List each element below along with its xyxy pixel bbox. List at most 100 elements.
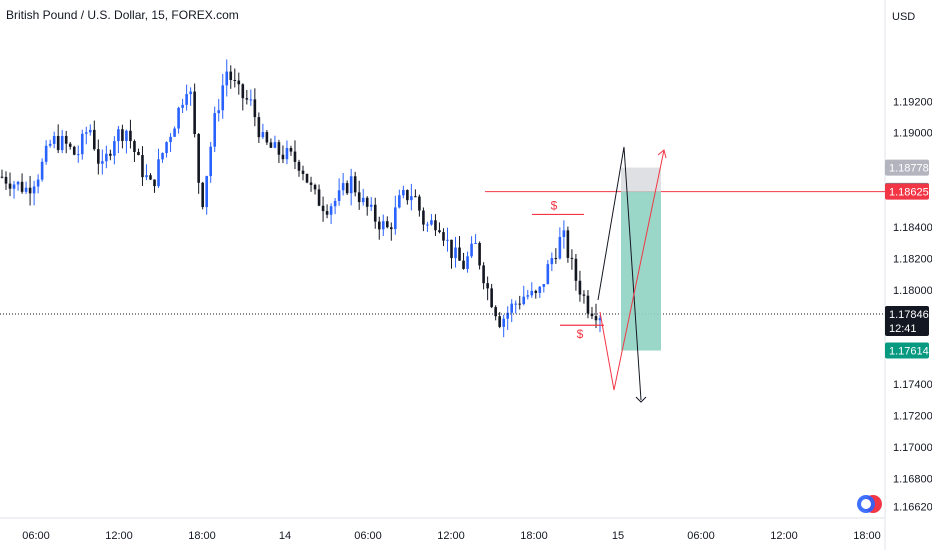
candle-body <box>229 71 233 80</box>
candle-body <box>329 206 333 215</box>
candle-body <box>48 143 52 146</box>
candle-body <box>438 230 441 233</box>
candle-body <box>217 110 221 114</box>
price-tag <box>885 183 929 200</box>
candle-body <box>44 145 48 162</box>
candle-body <box>161 153 164 160</box>
candle-body <box>301 170 305 174</box>
candle-body <box>197 134 200 183</box>
candle-body <box>129 130 132 142</box>
candle-body <box>76 154 80 156</box>
candle-body <box>189 91 192 95</box>
candle-body <box>209 146 212 177</box>
candle-body <box>321 205 325 212</box>
candle-body <box>149 175 152 180</box>
candle-body <box>590 313 594 317</box>
candle-body <box>245 98 249 100</box>
candle-body <box>273 142 277 148</box>
candle-body <box>381 221 385 230</box>
candle-body <box>249 99 253 101</box>
candle-body <box>554 258 558 260</box>
y-tick-label: 1.16620 <box>893 502 932 514</box>
candle-body <box>430 220 433 225</box>
candle-body <box>153 179 156 187</box>
candle-body <box>265 132 269 143</box>
candle-body <box>482 265 485 284</box>
candle-body <box>462 260 465 269</box>
candle-body <box>458 247 461 261</box>
candle-body <box>105 153 108 162</box>
candle-body <box>418 196 421 211</box>
y-tick-label: 1.17000 <box>893 442 932 454</box>
candle-body <box>530 290 534 296</box>
candle-body <box>40 161 44 180</box>
candle-body <box>80 133 84 155</box>
candle-body <box>125 130 128 141</box>
candle-body <box>12 184 16 189</box>
candle-body <box>113 141 116 156</box>
candle-body <box>566 230 570 258</box>
candle-body <box>253 99 257 118</box>
candle-body <box>36 179 40 187</box>
candle-body <box>574 258 578 281</box>
candle-body <box>502 318 505 327</box>
candle-body <box>373 204 377 222</box>
candle-body <box>52 136 56 144</box>
candle-body <box>16 181 20 185</box>
y-tick-label: 1.19200 <box>893 96 932 108</box>
candle-body <box>213 113 217 147</box>
projection-path-red <box>599 149 665 391</box>
candle-body <box>478 243 481 266</box>
candle-body <box>177 107 180 129</box>
candle-body <box>101 161 104 164</box>
liquidity-mark-high: $ <box>551 198 558 212</box>
candle-body <box>594 316 598 321</box>
candle-body <box>446 239 449 241</box>
candle-body <box>349 176 353 194</box>
x-tick-label: 18:00 <box>520 530 548 542</box>
candle-body <box>317 189 321 206</box>
candle-body <box>570 257 574 259</box>
candle-body <box>434 220 437 231</box>
candle-body <box>454 247 457 259</box>
candle-body <box>558 236 562 259</box>
candle-body <box>0 176 4 178</box>
candle-body <box>538 286 542 293</box>
candle-body <box>169 136 172 143</box>
candle-body <box>514 303 518 305</box>
candle-body <box>201 182 204 208</box>
candle-body <box>225 71 229 86</box>
candle-body <box>369 204 373 207</box>
candle-body <box>582 294 586 296</box>
candle-body <box>414 196 417 198</box>
candle-body <box>269 142 273 148</box>
candle-body <box>510 303 514 313</box>
candle-body <box>442 232 445 241</box>
candle-body <box>365 197 369 207</box>
candle-body <box>337 190 341 201</box>
candle-body <box>281 154 285 160</box>
candle-body <box>257 117 261 138</box>
candle-body <box>474 243 477 245</box>
candle-body <box>466 256 469 269</box>
x-tick-label: 18:00 <box>853 530 881 542</box>
flag-icon-center <box>861 499 871 509</box>
x-tick-label: 06:00 <box>687 530 715 542</box>
candle-body <box>237 80 241 85</box>
candle-body <box>490 288 493 308</box>
candle-body <box>137 151 140 156</box>
x-tick-label: 12:00 <box>770 530 798 542</box>
price-tag <box>885 342 929 359</box>
candle-body <box>68 143 72 147</box>
candle-body <box>277 142 281 155</box>
candle-body <box>97 149 100 164</box>
candle-body <box>353 176 357 193</box>
candle-body <box>193 91 196 135</box>
candle-body <box>341 183 345 191</box>
candle-body <box>385 221 389 228</box>
candle-body <box>84 132 88 134</box>
candle-body <box>93 129 96 150</box>
candle-body <box>377 221 381 230</box>
